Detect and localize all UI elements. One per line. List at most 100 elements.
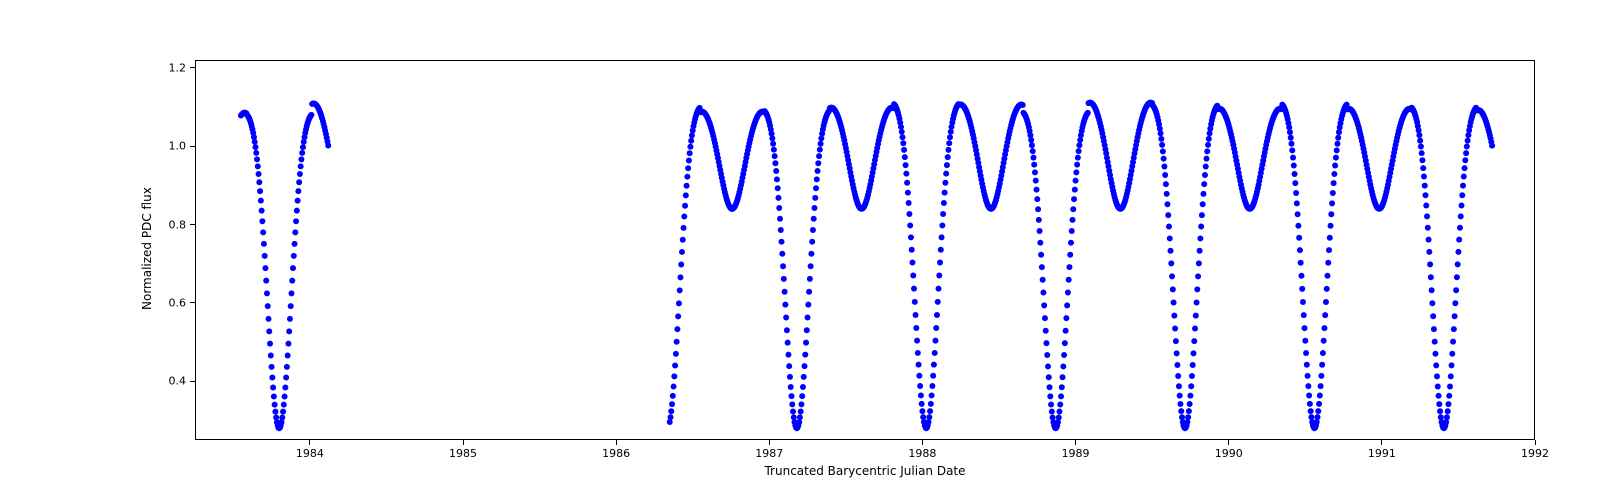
data-point xyxy=(1424,213,1430,219)
data-point xyxy=(919,408,925,414)
data-point xyxy=(1085,110,1091,116)
data-point xyxy=(1175,373,1181,379)
data-point xyxy=(815,160,821,166)
data-point xyxy=(1076,142,1082,148)
data-point xyxy=(1057,401,1063,407)
data-point xyxy=(1460,183,1466,189)
data-point xyxy=(261,241,267,247)
data-point xyxy=(1454,274,1460,280)
data-point xyxy=(1060,374,1066,380)
data-point xyxy=(1193,313,1199,319)
data-point xyxy=(1202,172,1208,178)
data-point xyxy=(1458,213,1464,219)
data-point xyxy=(673,351,679,357)
tick-label: 1991 xyxy=(1368,447,1396,460)
data-point xyxy=(903,162,909,168)
data-point xyxy=(1164,191,1170,197)
data-point xyxy=(1036,217,1042,223)
data-point xyxy=(1315,408,1321,414)
data-point xyxy=(1448,373,1454,379)
data-point xyxy=(783,315,789,321)
data-point xyxy=(774,176,780,182)
data-point xyxy=(1436,393,1442,399)
data-point xyxy=(928,401,934,407)
tick-label: 1986 xyxy=(602,447,630,460)
data-point xyxy=(1171,313,1177,319)
data-point xyxy=(942,190,948,196)
data-point xyxy=(1451,326,1457,332)
data-point xyxy=(682,203,688,209)
data-point xyxy=(688,138,694,144)
data-point xyxy=(1158,136,1164,142)
data-point xyxy=(911,286,917,292)
tick-mark xyxy=(616,440,617,445)
data-point xyxy=(1171,300,1177,306)
data-point xyxy=(939,222,945,228)
data-point xyxy=(1034,196,1040,202)
data-point xyxy=(1421,174,1427,180)
data-point xyxy=(1197,235,1203,241)
data-point xyxy=(1456,237,1462,243)
tick-label: 1.2 xyxy=(169,61,187,74)
data-point xyxy=(1029,142,1035,148)
data-point xyxy=(916,362,922,368)
data-point xyxy=(813,185,819,191)
lightcurve-points xyxy=(238,100,1495,432)
data-point xyxy=(1177,401,1183,407)
data-point xyxy=(1416,132,1422,138)
data-point xyxy=(1423,192,1429,198)
data-point xyxy=(1437,408,1443,414)
data-point xyxy=(1064,302,1070,308)
data-point xyxy=(1047,393,1053,399)
data-point xyxy=(902,154,908,160)
data-point xyxy=(1298,273,1304,279)
data-point xyxy=(1419,157,1425,163)
data-point xyxy=(811,216,817,222)
data-point xyxy=(1073,178,1079,184)
data-point xyxy=(1167,235,1173,241)
data-point xyxy=(818,141,824,147)
tick-mark xyxy=(190,224,195,225)
data-point xyxy=(1465,138,1471,144)
data-point xyxy=(1324,286,1330,292)
data-point xyxy=(677,287,683,293)
data-point xyxy=(1031,162,1037,168)
data-point xyxy=(1161,156,1167,162)
tick-mark xyxy=(1381,440,1382,445)
data-point xyxy=(775,195,781,201)
data-point xyxy=(938,247,944,253)
data-point xyxy=(1335,135,1341,141)
data-point xyxy=(926,414,932,420)
data-point xyxy=(262,265,268,271)
data-point xyxy=(1065,290,1071,296)
data-point xyxy=(1039,264,1045,270)
data-point xyxy=(272,402,278,408)
data-point xyxy=(1305,373,1311,379)
data-point xyxy=(1174,362,1180,368)
data-point xyxy=(1330,190,1336,196)
data-point xyxy=(252,144,258,150)
data-point xyxy=(929,383,935,389)
data-point xyxy=(1205,142,1211,148)
data-point xyxy=(1458,203,1464,209)
data-point xyxy=(1164,201,1170,207)
data-point xyxy=(788,393,794,399)
data-point xyxy=(1290,155,1296,161)
data-point xyxy=(294,208,300,214)
tick-mark xyxy=(769,440,770,445)
data-point xyxy=(1320,350,1326,356)
data-point xyxy=(1427,261,1433,267)
data-point xyxy=(298,156,304,162)
tick-mark xyxy=(190,146,195,147)
data-point xyxy=(681,225,687,231)
data-point xyxy=(782,289,788,295)
data-point xyxy=(1434,373,1440,379)
data-point xyxy=(1187,393,1193,399)
data-point xyxy=(913,312,919,318)
data-point xyxy=(679,249,685,255)
data-point xyxy=(1070,217,1076,223)
data-point xyxy=(1302,338,1308,344)
data-point xyxy=(325,143,331,149)
data-point xyxy=(1297,247,1303,253)
data-point xyxy=(1432,339,1438,345)
